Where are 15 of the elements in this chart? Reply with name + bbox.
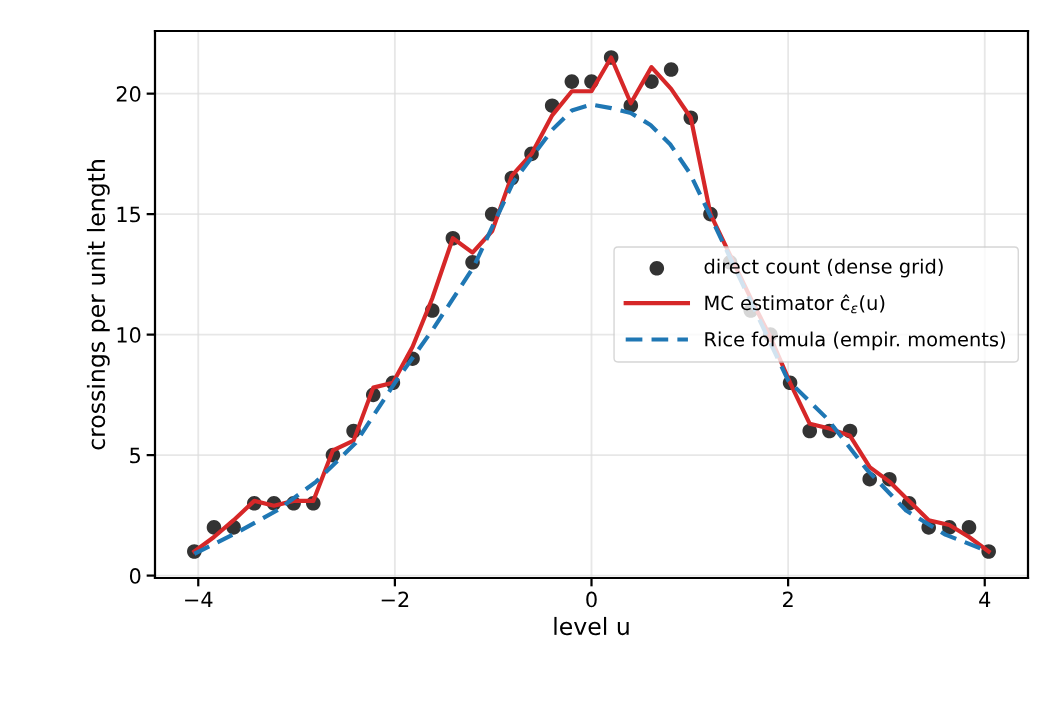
y-axis-title: crossings per unit length	[86, 160, 110, 450]
y-tick-label: 15	[117, 206, 140, 223]
x-tick-label: −2	[381, 591, 409, 608]
legend-label: Rice formula (empir. moments)	[705, 331, 1005, 351]
y-tick-label: 20	[116, 86, 141, 102]
legend-label: MC estimator ĉ$_{ε}$(u)	[705, 294, 885, 314]
x-tick-label: 2	[783, 591, 793, 608]
y-tick-label: 0	[129, 568, 141, 584]
y-tick-label: 10	[117, 327, 141, 343]
x-tick-label: −4	[185, 591, 213, 608]
legend-label: direct count (dense grid)	[704, 258, 943, 278]
x-tick-label: 4	[979, 591, 991, 608]
x-axis-title: level u	[554, 616, 629, 636]
y-tick-label: 5	[130, 447, 140, 464]
x-tick-label: 0	[586, 591, 597, 608]
